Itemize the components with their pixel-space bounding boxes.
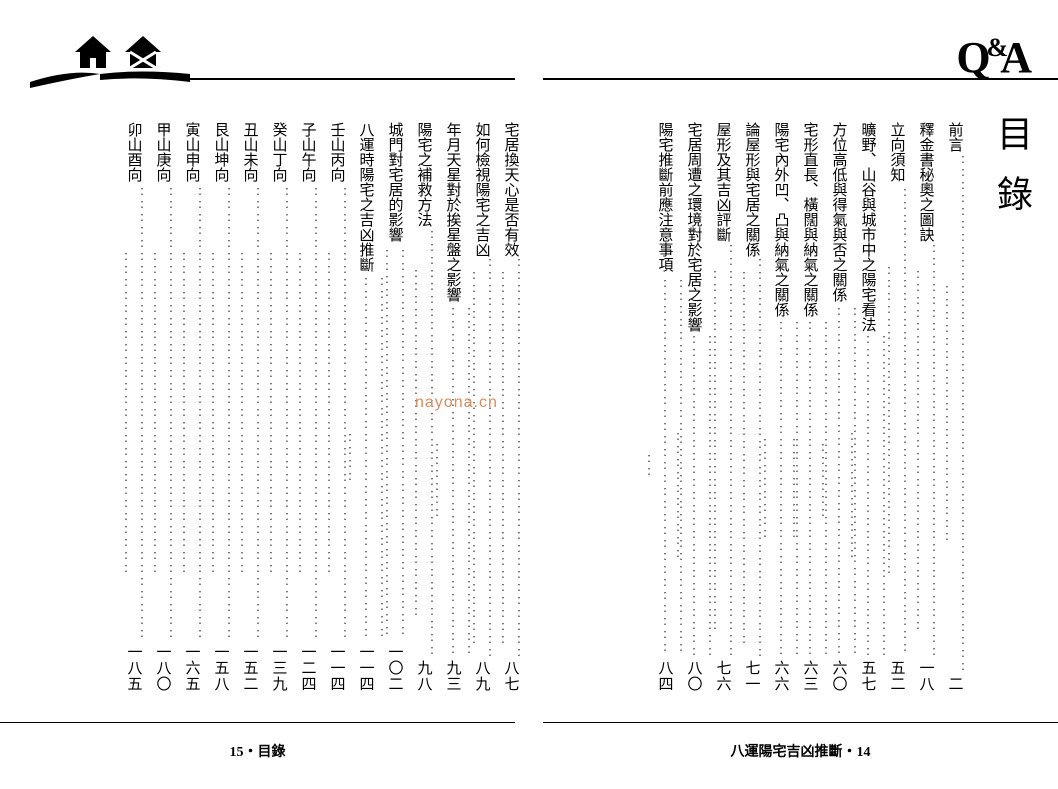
toc-entry-title: 宅居周遭之環境對於宅居之影響: [686, 122, 701, 332]
watermark: nayona.cn: [415, 394, 498, 412]
toc-entry-title: 癸山丁向: [271, 122, 286, 182]
toc-leader-dots: ︰︰︰︰︰︰︰︰︰︰︰︰︰︰︰︰︰︰︰︰︰︰︰︰︰︰︰︰︰︰︰︰︰︰︰︰︰︰︰︰…: [233, 182, 265, 644]
toc-leader-dots: ︰︰︰︰︰︰︰︰︰︰︰︰︰︰︰︰︰︰︰︰︰︰︰︰︰︰︰︰︰︰︰︰︰︰︰︰︰︰︰︰…: [494, 257, 526, 660]
toc-entry-page: 一五二: [242, 644, 257, 692]
toc-right: 前言 ︰︰︰︰︰︰︰︰︰︰︰︰︰︰︰︰︰︰︰︰︰︰︰︰︰︰︰︰︰︰︰︰︰︰︰︰︰︰…: [655, 122, 963, 692]
toc-entry-title: 丑山未向: [242, 122, 257, 182]
toc-entry-title: 甲山庚向: [155, 122, 170, 182]
toc-entry: 八運時陽宅之吉凶推斷︰︰︰︰︰︰︰︰︰︰︰︰︰︰︰︰︰︰︰︰︰︰︰︰︰︰︰︰︰︰…: [356, 122, 374, 692]
toc-entry-title: 論屋形與宅居之關係: [744, 122, 759, 257]
toc-entry: 前言︰︰︰︰︰︰︰︰︰︰︰︰︰︰︰︰︰︰︰︰︰︰︰︰︰︰︰︰︰︰︰︰︰︰︰︰︰︰…: [945, 122, 963, 692]
toc-entry-title: 八運時陽宅之吉凶推斷: [358, 122, 373, 272]
toc-entry-page: 一五八: [213, 644, 228, 692]
toc-heading: 目錄: [986, 115, 1038, 235]
toc-entry: 子山午向︰︰︰︰︰︰︰︰︰︰︰︰︰︰︰︰︰︰︰︰︰︰︰︰︰︰︰︰︰︰︰︰︰︰︰︰…: [298, 122, 316, 692]
qa-q: Q: [956, 33, 984, 82]
qa-a: A: [1000, 33, 1026, 82]
toc-leader-dots: ︰︰︰︰︰︰︰︰︰︰︰︰︰︰︰︰︰︰︰︰︰︰︰︰︰︰︰︰︰︰︰︰︰︰︰︰︰︰︰︰…: [465, 257, 497, 660]
toc-entry-page: 八七: [503, 660, 518, 692]
toc-entry: 卯山酉向︰︰︰︰︰︰︰︰︰︰︰︰︰︰︰︰︰︰︰︰︰︰︰︰︰︰︰︰︰︰︰︰︰︰︰︰…: [124, 122, 142, 692]
toc-entry-page: 七一: [744, 660, 759, 692]
toc-entry-page: 六〇: [831, 660, 846, 692]
toc-entry-page: 八〇: [686, 660, 701, 692]
toc-entry-title: 子山午向: [300, 122, 315, 182]
toc-leader-dots: ︰︰︰︰︰︰︰︰︰︰︰︰︰︰︰︰︰︰︰︰︰︰︰︰︰︰︰︰︰︰︰︰︰︰︰︰︰︰︰︰…: [204, 182, 236, 644]
toc-entry-title: 城門對宅居的影響: [387, 122, 402, 242]
toc-entry-title: 年月天星對於挨星盤之影響: [445, 122, 460, 302]
header-rule-right: [543, 78, 1058, 80]
toc-entry: 癸山丁向︰︰︰︰︰︰︰︰︰︰︰︰︰︰︰︰︰︰︰︰︰︰︰︰︰︰︰︰︰︰︰︰︰︰︰︰…: [269, 122, 287, 692]
toc-entry: 立向須知︰︰︰︰︰︰︰︰︰︰︰︰︰︰︰︰︰︰︰︰︰︰︰︰︰︰︰︰︰︰︰︰︰︰︰︰…: [887, 122, 905, 692]
footer-rule-left: [0, 722, 515, 723]
toc-leader-dots: ︰︰︰︰︰︰︰︰︰︰︰︰︰︰︰︰︰︰︰︰︰︰︰︰︰︰︰︰︰︰︰︰︰︰︰︰︰︰︰︰…: [117, 182, 149, 644]
toc-entry-title: 曠野、山谷與城市中之陽宅看法: [860, 122, 875, 332]
footer-rule-right: [543, 722, 1058, 723]
toc-entry-page: 一〇二: [387, 644, 402, 692]
toc-entry-title: 宅居換天心是否有效: [503, 122, 518, 257]
toc-entry-page: 一八: [918, 660, 933, 692]
toc-leader-dots: ︰︰︰︰︰︰︰︰︰︰︰︰︰︰︰︰︰︰︰︰︰︰︰︰︰︰︰︰︰︰︰︰︰︰︰︰︰︰︰︰…: [175, 182, 207, 644]
toc-entry-page: 六三: [802, 660, 817, 692]
toc-entry: 釋金書秘奧之圖訣︰︰︰︰︰︰︰︰︰︰︰︰︰︰︰︰︰︰︰︰︰︰︰︰︰︰︰︰︰︰︰︰…: [916, 122, 934, 692]
toc-entry-page: 一二四: [300, 644, 315, 692]
toc-entry-title: 卯山酉向: [126, 122, 141, 182]
toc-leader-dots: ︰︰︰︰︰︰︰︰︰︰︰︰︰︰︰︰︰︰︰︰︰︰︰︰︰︰︰︰︰︰︰︰︰︰︰︰︰︰︰︰…: [706, 242, 738, 660]
toc-entry-page: 一八五: [126, 644, 141, 692]
qa-logo: Q&A: [956, 32, 1026, 83]
toc-entry-title: 宅形直長、橫闊與納氣之關係: [802, 122, 817, 317]
toc-entry: 屋形及其吉凶評斷︰︰︰︰︰︰︰︰︰︰︰︰︰︰︰︰︰︰︰︰︰︰︰︰︰︰︰︰︰︰︰︰…: [713, 122, 731, 692]
toc-entry-page: 七六: [715, 660, 730, 692]
toc-entry-page: 一三九: [271, 644, 286, 692]
toc-entry-title: 陽宅推斷前應注意事項: [657, 122, 672, 272]
toc-entry-page: 五七: [860, 660, 875, 692]
toc-entry: 宅居周遭之環境對於宅居之影響︰︰︰︰︰︰︰︰︰︰︰︰︰︰︰︰︰︰︰︰︰︰︰︰︰︰…: [684, 122, 702, 692]
toc-entry-page: 一一四: [358, 644, 373, 692]
toc-entry-page: 八九: [474, 660, 489, 692]
toc-entry-title: 寅山申向: [184, 122, 199, 182]
toc-entry-page: 九三: [445, 660, 460, 692]
toc-entry-page: 九八: [416, 660, 431, 692]
toc-entry-title: 立向須知: [889, 122, 904, 182]
toc-leader-dots: ︰︰︰︰︰︰︰︰︰︰︰︰︰︰︰︰︰︰︰︰︰︰︰︰︰︰︰︰︰︰︰︰︰︰︰︰︰︰︰︰…: [262, 182, 294, 644]
toc-entry: 艮山坤向︰︰︰︰︰︰︰︰︰︰︰︰︰︰︰︰︰︰︰︰︰︰︰︰︰︰︰︰︰︰︰︰︰︰︰︰…: [211, 122, 229, 692]
toc-entry-page: 一八〇: [155, 644, 170, 692]
toc-entry-title: 陽宅之補救方法: [416, 122, 431, 227]
toc-entry: 寅山申向︰︰︰︰︰︰︰︰︰︰︰︰︰︰︰︰︰︰︰︰︰︰︰︰︰︰︰︰︰︰︰︰︰︰︰︰…: [182, 122, 200, 692]
toc-leader-dots: ︰︰︰︰︰︰︰︰︰︰︰︰︰︰︰︰︰︰︰︰︰︰︰︰︰︰︰︰︰︰︰︰︰︰︰︰︰︰︰︰…: [146, 182, 178, 644]
toc-entry: 曠野、山谷與城市中之陽宅看法︰︰︰︰︰︰︰︰︰︰︰︰︰︰︰︰︰︰︰︰︰︰︰︰︰︰…: [858, 122, 876, 692]
toc-entry-title: 釋金書秘奧之圖訣: [918, 122, 933, 242]
toc-entry-title: 壬山丙向: [329, 122, 344, 182]
toc-entry-title: 如何檢視陽宅之吉凶: [474, 122, 489, 257]
toc-entry-title: 前言: [947, 122, 962, 152]
toc-entry-title: 艮山坤向: [213, 122, 228, 182]
qa-amp: &: [987, 33, 1003, 62]
toc-leader-dots: ︰︰︰︰︰︰︰︰︰︰︰︰︰︰︰︰︰︰︰︰︰︰︰︰︰︰︰︰︰︰︰︰︰︰︰︰︰︰︰︰…: [291, 182, 323, 644]
toc-leader-dots: ︰︰︰︰︰︰︰︰︰︰︰︰︰︰︰︰︰︰︰︰︰︰︰︰︰︰︰︰︰︰︰︰︰︰︰︰︰︰︰︰…: [378, 242, 410, 644]
toc-entry-page: 一一四: [329, 644, 344, 692]
toc-leader-dots: ︰︰︰︰︰︰︰︰︰︰︰︰︰︰︰︰︰︰︰︰︰︰︰︰︰︰︰︰︰︰︰︰︰︰︰︰︰︰︰︰…: [880, 182, 912, 660]
toc-entry-title: 方位高低與得氣與否之關係: [831, 122, 846, 302]
toc-entry-page: 六六: [773, 660, 788, 692]
toc-entry-page: 一六五: [184, 644, 199, 692]
page-right: Q&A 目錄 前言︰︰︰︰︰︰︰︰︰︰︰︰︰︰︰︰︰︰︰︰︰︰︰︰︰︰︰︰︰︰︰…: [529, 0, 1058, 789]
toc-entry: 甲山庚向︰︰︰︰︰︰︰︰︰︰︰︰︰︰︰︰︰︰︰︰︰︰︰︰︰︰︰︰︰︰︰︰︰︰︰︰…: [153, 122, 171, 692]
toc-entry-page: 五二: [889, 660, 904, 692]
house-logo-icon: [30, 24, 190, 88]
toc-leader-dots: ︰︰︰︰︰︰︰︰︰︰︰︰︰︰︰︰︰︰︰︰︰︰︰︰︰︰︰︰︰︰︰︰︰︰︰︰︰︰︰︰…: [938, 152, 970, 676]
header-rule-left: [175, 78, 515, 80]
footer-right: 八運陽宅吉凶推斷・14: [543, 741, 1058, 761]
toc-entry-page: 二: [947, 676, 962, 692]
toc-entry: 丑山未向︰︰︰︰︰︰︰︰︰︰︰︰︰︰︰︰︰︰︰︰︰︰︰︰︰︰︰︰︰︰︰︰︰︰︰︰…: [240, 122, 258, 692]
toc-entry: 宅居換天心是否有效︰︰︰︰︰︰︰︰︰︰︰︰︰︰︰︰︰︰︰︰︰︰︰︰︰︰︰︰︰︰︰…: [501, 122, 519, 692]
toc-entry-title: 陽宅內外凹、凸與納氣之關係: [773, 122, 788, 317]
footer-left: 15・目錄: [0, 741, 515, 761]
toc-entry-title: 屋形及其吉凶評斷: [715, 122, 730, 242]
toc-entry: 城門對宅居的影響︰︰︰︰︰︰︰︰︰︰︰︰︰︰︰︰︰︰︰︰︰︰︰︰︰︰︰︰︰︰︰︰…: [385, 122, 403, 692]
toc-leader-dots: ︰︰︰︰︰︰︰︰︰︰︰︰︰︰︰︰︰︰︰︰︰︰︰︰︰︰︰︰︰︰︰︰︰︰︰︰︰︰︰︰…: [909, 242, 941, 660]
toc-entry-page: 八四: [657, 660, 672, 692]
